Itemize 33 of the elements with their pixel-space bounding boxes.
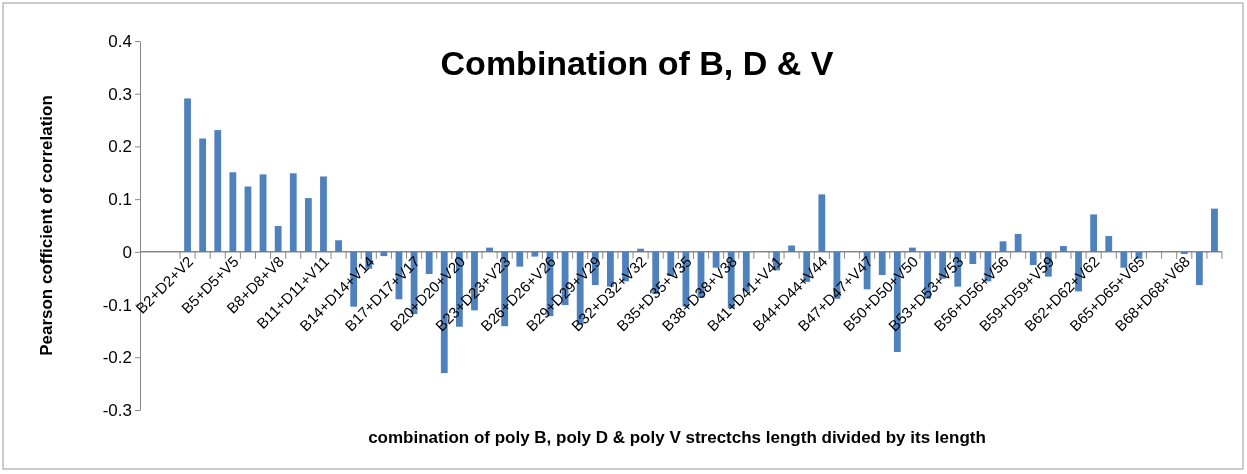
y-axis-title: Pearson cofficient of correlation bbox=[37, 95, 56, 356]
bar bbox=[184, 98, 191, 252]
bar bbox=[335, 240, 342, 252]
bar bbox=[1211, 208, 1218, 252]
bar bbox=[1014, 233, 1022, 252]
bar bbox=[999, 241, 1007, 252]
bar bbox=[1105, 236, 1113, 252]
bar bbox=[486, 247, 493, 252]
bar bbox=[199, 138, 207, 252]
y-tick-label: 0.2 bbox=[108, 137, 132, 157]
y-tick-label: 0 bbox=[122, 242, 132, 262]
bar bbox=[320, 176, 327, 252]
bar bbox=[531, 251, 539, 257]
x-axis-title: combination of poly B, poly D & poly V strectchs length divided by its length bbox=[368, 428, 986, 447]
bar bbox=[229, 172, 237, 252]
bar bbox=[380, 251, 388, 257]
bar bbox=[909, 247, 916, 252]
y-tick-label: 0.1 bbox=[108, 190, 132, 210]
bar bbox=[289, 173, 297, 252]
bar bbox=[214, 130, 222, 252]
bar bbox=[818, 194, 826, 252]
bar bbox=[1195, 251, 1203, 286]
y-tick-label: 0.4 bbox=[108, 31, 132, 51]
bar bbox=[1090, 214, 1098, 252]
y-tick-label: -0.2 bbox=[102, 348, 132, 368]
y-tick-label: -0.3 bbox=[102, 400, 132, 420]
bar bbox=[304, 198, 312, 252]
y-tick-label: -0.1 bbox=[102, 295, 132, 315]
bar bbox=[1060, 246, 1067, 252]
y-tick-label: 0.3 bbox=[108, 84, 132, 104]
chart-title: Combination of B, D & V bbox=[440, 44, 834, 82]
bar bbox=[274, 226, 282, 252]
bar bbox=[788, 245, 796, 252]
